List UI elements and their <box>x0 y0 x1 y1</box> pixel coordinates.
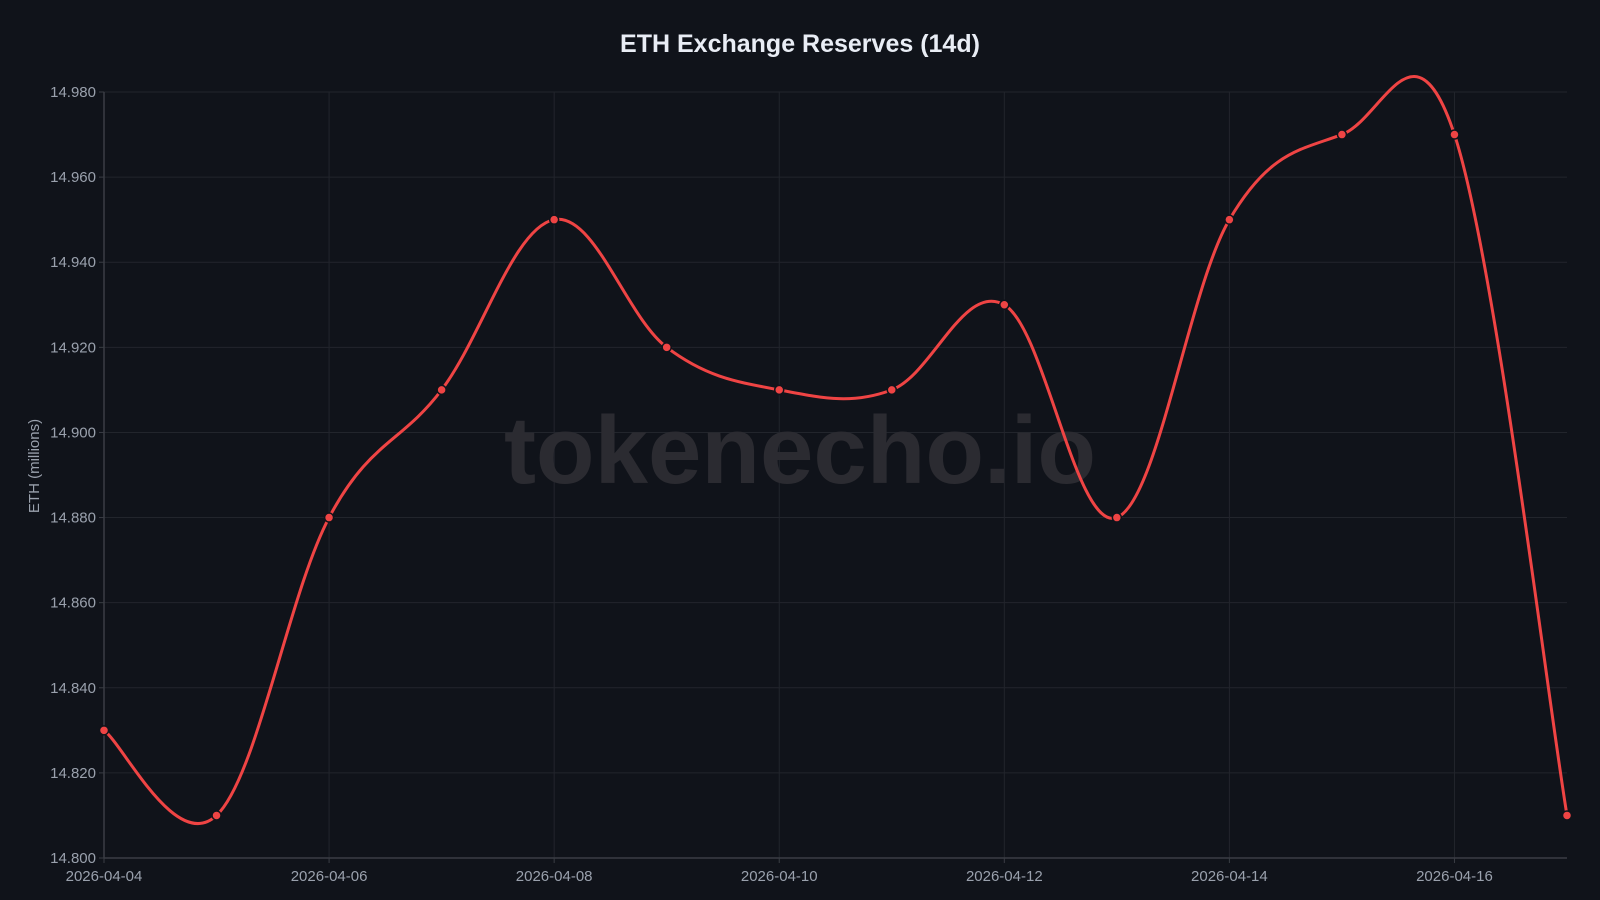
data-point <box>98 725 110 736</box>
data-point <box>1111 512 1123 523</box>
svg-text:2026-04-16: 2026-04-16 <box>1416 868 1493 885</box>
svg-text:14.920: 14.920 <box>50 339 96 356</box>
data-point <box>436 384 447 396</box>
data-point <box>773 384 785 396</box>
svg-text:2026-04-12: 2026-04-12 <box>966 868 1043 885</box>
svg-text:2026-04-08: 2026-04-08 <box>516 868 593 885</box>
data-point <box>661 342 672 353</box>
data-point <box>1224 214 1235 225</box>
chart-title: ETH Exchange Reserves (14d) <box>620 30 980 58</box>
svg-text:2026-04-06: 2026-04-06 <box>291 868 368 885</box>
svg-text:14.940: 14.940 <box>50 254 96 271</box>
y-axis-label: ETH (millions) <box>26 419 43 513</box>
data-point <box>999 299 1010 311</box>
svg-text:2026-04-10: 2026-04-10 <box>741 868 818 885</box>
data-point <box>1561 810 1573 821</box>
data-points <box>98 129 1573 821</box>
data-point <box>886 384 898 396</box>
svg-text:14.800: 14.800 <box>50 850 96 867</box>
y-axis-ticks: 14.800 14.820 14.840 14.860 14.880 14.900 14.9… <box>50 84 104 867</box>
svg-text:14.960: 14.960 <box>50 169 96 186</box>
svg-text:14.980: 14.980 <box>50 84 96 101</box>
data-point <box>323 512 335 523</box>
data-point <box>1449 129 1460 140</box>
svg-text:2026-04-14: 2026-04-14 <box>1191 868 1268 885</box>
data-point <box>1336 129 1348 140</box>
x-axis-ticks: 2026-04-04 2026-04-06 2026-04-08 2026-04-10… <box>66 858 1493 885</box>
svg-text:2026-04-04: 2026-04-04 <box>66 868 143 885</box>
svg-text:14.820: 14.820 <box>50 765 96 782</box>
svg-text:14.840: 14.840 <box>50 680 96 697</box>
svg-text:14.900: 14.900 <box>50 424 96 441</box>
watermark: tokenecho.io <box>504 397 1096 504</box>
data-point <box>548 214 560 225</box>
svg-text:14.880: 14.880 <box>50 510 96 527</box>
data-point <box>211 810 222 821</box>
svg-text:14.860: 14.860 <box>50 595 96 612</box>
